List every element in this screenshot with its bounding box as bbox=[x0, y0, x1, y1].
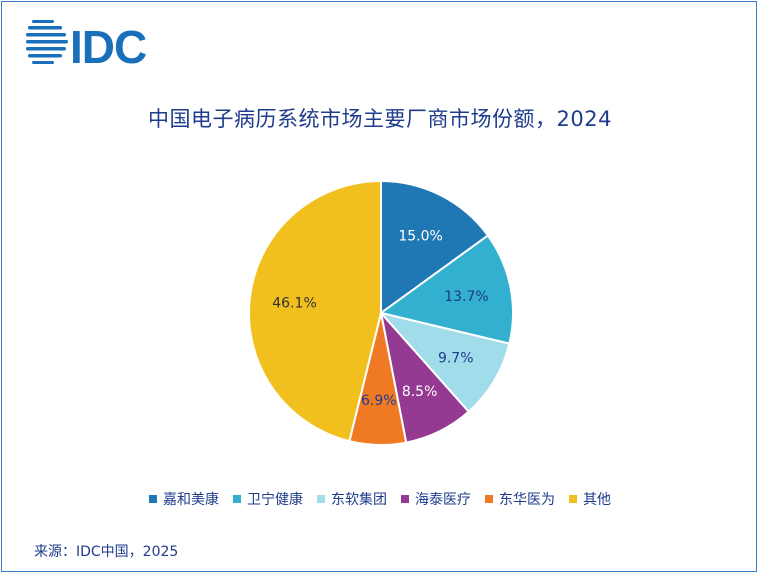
legend-swatch bbox=[569, 495, 577, 503]
pie-slice-3 bbox=[378, 311, 511, 414]
chart-legend: 嘉和美康 卫宁健康 东软集团 海泰医疗 东华医为 其他 bbox=[0, 489, 760, 509]
legend-item-4: 海泰医疗 bbox=[401, 489, 471, 509]
idc-logo: IDC bbox=[26, 20, 147, 72]
chart-title: 中国电子病历系统市场主要厂商市场份额，2024 bbox=[148, 107, 612, 131]
pie-slice-label-4: 8.5% bbox=[402, 384, 438, 400]
legend-item-5: 东华医为 bbox=[485, 489, 555, 509]
pie-slice-label-1: 15.0% bbox=[398, 228, 442, 244]
legend-swatch bbox=[317, 495, 325, 503]
legend-label: 卫宁健康 bbox=[247, 492, 303, 508]
legend-label: 嘉和美康 bbox=[163, 492, 219, 508]
legend-item-2: 卫宁健康 bbox=[233, 489, 303, 509]
pie-slice-label-2: 13.7% bbox=[444, 289, 488, 305]
legend-item-6: 其他 bbox=[569, 489, 611, 509]
legend-item-1: 嘉和美康 bbox=[149, 489, 219, 509]
pie-slice-label-5: 6.9% bbox=[361, 393, 397, 409]
source-note: 来源：IDC中国，2025 bbox=[34, 544, 179, 560]
legend-swatch bbox=[233, 495, 241, 503]
legend-swatch bbox=[401, 495, 409, 503]
legend-label: 海泰医疗 bbox=[415, 492, 471, 508]
legend-label: 东软集团 bbox=[331, 492, 387, 508]
pie-slice-label-3: 9.7% bbox=[438, 351, 474, 367]
pie-slice-2 bbox=[378, 234, 514, 345]
legend-swatch bbox=[149, 495, 157, 503]
pie-slice-6 bbox=[248, 179, 382, 443]
idc-logo-globe-icon bbox=[26, 20, 68, 64]
legend-label: 东华医为 bbox=[499, 492, 555, 508]
pie-slice-1 bbox=[380, 179, 490, 315]
legend-item-3: 东软集团 bbox=[317, 489, 387, 509]
pie-slice-label-6: 46.1% bbox=[272, 295, 316, 311]
idc-logo-text: IDC bbox=[70, 21, 146, 72]
legend-swatch bbox=[485, 495, 493, 503]
legend-label: 其他 bbox=[583, 492, 611, 508]
